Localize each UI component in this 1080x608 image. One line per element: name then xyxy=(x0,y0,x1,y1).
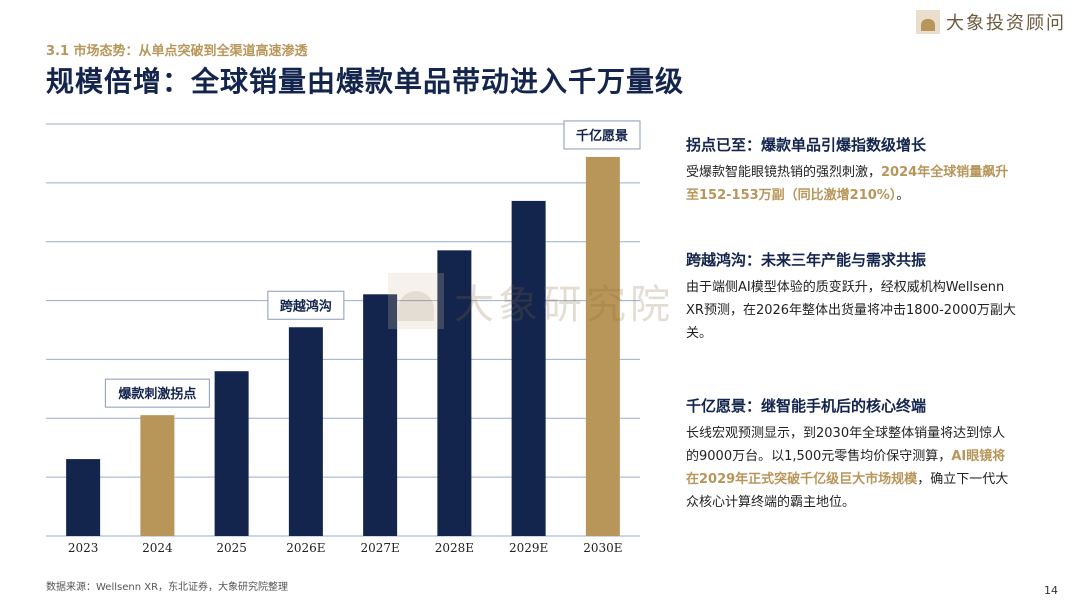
bar-2025 xyxy=(214,371,249,536)
insight-text: 长线宏观预测显示，到2030年全球整体销量将达到惊人的9000万台。以1,500… xyxy=(686,422,1016,514)
annotation-box xyxy=(563,120,641,150)
x-tick-label: 2023 xyxy=(68,541,99,555)
bar-2028e xyxy=(437,250,472,536)
annotation-label: 跨越鸿沟 xyxy=(280,298,332,314)
annotation-label: 千亿愿景 xyxy=(576,128,628,144)
insight-text-part: 由于端侧AI模型体验的质变跃升，经权威机构Wellsenn XR预测，在2026… xyxy=(686,280,1016,341)
insight-highlight: 2024年全球销量飙升至152-153万副（同比激增210%） xyxy=(686,165,1009,203)
insight-panel-3: 千亿愿景：继智能手机后的核心终端 长线宏观预测显示，到2030年全球整体销量将达… xyxy=(686,395,1016,514)
insight-text: 由于端侧AI模型体验的质变跃升，经权威机构Wellsenn XR预测，在2026… xyxy=(686,276,1016,345)
insight-heading: 千亿愿景：继智能手机后的核心终端 xyxy=(686,397,927,415)
insight-text-part: ，确立下一代大众核心计算终端的霸主地位。 xyxy=(686,472,1009,510)
logo-text: 大象投资顾问 xyxy=(946,13,1066,34)
insight-panel-1: 拐点已至：爆款单品引爆指数级增长 受爆款智能眼镜热销的强烈刺激，2024年全球销… xyxy=(686,134,1016,207)
watermark-text: 大象研究院 xyxy=(454,282,674,328)
insight-text-part: 。 xyxy=(896,188,910,203)
bar-2024 xyxy=(140,415,175,536)
section-subtitle: 3.1 市场态势：从单点突破到全渠道高速渗透 xyxy=(46,44,308,59)
page-title: 规模倍增：全球销量由爆款单品带动进入千万量级 xyxy=(46,65,685,98)
insight-heading: 跨越鸿沟：未来三年产能与需求共振 xyxy=(686,251,927,269)
insight-text-part: 长线宏观预测显示，到2030年全球整体销量将达到惊人的9000万台。以1,500… xyxy=(686,426,1006,464)
insight-text-part: 受爆款智能眼镜热销的强烈刺激， xyxy=(686,165,882,180)
page-number: 14 xyxy=(1044,584,1058,597)
insight-highlight: AI眼镜将在2029年正式突破千亿级巨大市场规模 xyxy=(686,449,1006,487)
bar-2029e xyxy=(511,200,546,536)
annotation-box xyxy=(267,290,345,320)
annotation-label: 爆款刺激拐点 xyxy=(118,386,196,402)
data-source-note: 数据来源：Wellsenn XR，东北证券，大象研究院整理 xyxy=(46,582,289,593)
x-tick-label: 2027E xyxy=(360,541,399,555)
bar-2026e xyxy=(288,327,323,536)
x-tick-label: 2030E xyxy=(583,541,622,555)
sales-bar-chart: 2023 2024 2025 2026E 2027E 2028E 2029E 2030E 爆款刺… xyxy=(46,120,641,555)
insight-text: 受爆款智能眼镜热销的强烈刺激，2024年全球销量飙升至152-153万副（同比激… xyxy=(686,161,1016,207)
elephant-logo-icon xyxy=(916,10,940,34)
annotation-box xyxy=(104,378,210,408)
bar-2030e xyxy=(585,156,620,536)
insight-panel-2: 跨越鸿沟：未来三年产能与需求共振 由于端侧AI模型体验的质变跃升，经权威机构We… xyxy=(686,249,1016,345)
watermark: 大象研究院 xyxy=(388,272,674,330)
x-tick-label: 2026E xyxy=(286,541,325,555)
bar-2023 xyxy=(66,459,101,536)
x-tick-label: 2025 xyxy=(216,541,247,555)
watermark-logo-icon xyxy=(388,273,444,329)
bar-2027e xyxy=(363,294,398,536)
brand-logo: 大象投资顾问 xyxy=(916,8,1066,36)
insight-heading: 拐点已至：爆款单品引爆指数级增长 xyxy=(686,136,927,154)
x-tick-label: 2028E xyxy=(435,541,474,555)
x-tick-label: 2029E xyxy=(509,541,548,555)
x-tick-label: 2024 xyxy=(142,541,173,555)
